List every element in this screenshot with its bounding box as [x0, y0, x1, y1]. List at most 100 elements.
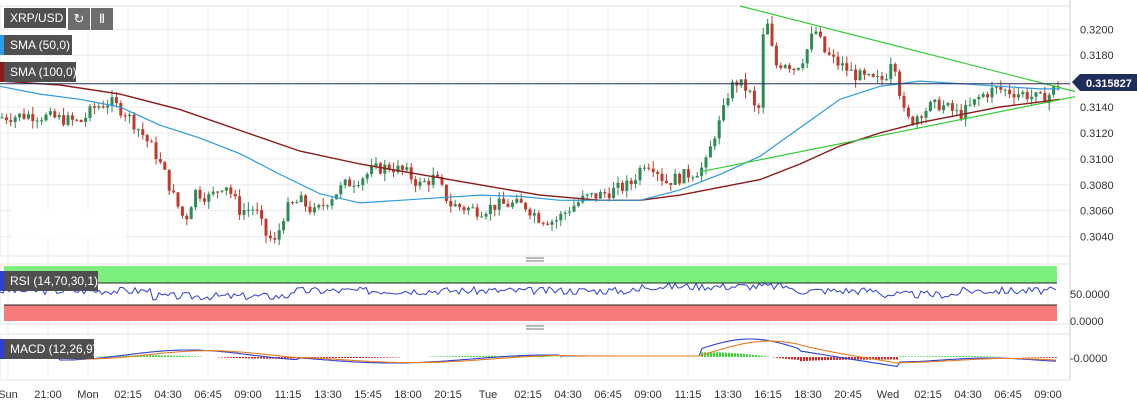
- candle-body: [180, 206, 184, 216]
- macd-hist-bar: [983, 356, 985, 357]
- macd-hist-bar: [824, 357, 826, 361]
- macd-hist-bar: [929, 356, 931, 357]
- macd-hist-bar: [374, 357, 376, 358]
- candle-body: [128, 114, 132, 117]
- candle-body: [827, 52, 831, 55]
- macd-hist-bar: [152, 355, 154, 357]
- sma100-label-text: SMA (100,0): [10, 65, 77, 79]
- macd-hist-bar: [263, 357, 265, 359]
- macd-hist-bar: [896, 357, 898, 360]
- candle-body: [990, 87, 994, 98]
- candle-body: [968, 104, 972, 106]
- candle-body: [792, 68, 796, 70]
- rsi-label[interactable]: RSI (14,70,30,1): [0, 271, 98, 291]
- macd-label[interactable]: MACD (12,26,9): [0, 339, 97, 359]
- candle-body: [53, 111, 57, 118]
- sma100-label[interactable]: SMA (100,0): [0, 62, 77, 82]
- macd-hist-bar: [812, 357, 814, 361]
- macd-hist-bar: [836, 357, 838, 360]
- macd-hist-bar: [938, 356, 940, 357]
- rsi-line: [0, 281, 1057, 301]
- macd-hist-bar: [932, 356, 934, 357]
- macd-hist-bar: [965, 356, 967, 357]
- candle-body: [559, 213, 563, 221]
- macd-hist-bar: [908, 356, 910, 357]
- candle-body: [198, 189, 202, 199]
- candle-body: [458, 204, 462, 208]
- candle-body: [616, 182, 620, 188]
- candle-body: [761, 34, 765, 108]
- candle-body: [849, 69, 853, 71]
- candle-body: [290, 202, 294, 204]
- candle-body: [1052, 86, 1056, 95]
- macd-hist-bar: [479, 355, 481, 357]
- candle-body: [114, 97, 118, 104]
- macd-hist-bar: [173, 355, 175, 357]
- candle-body: [330, 199, 334, 206]
- candle-body: [466, 207, 470, 211]
- candle-body: [915, 116, 919, 125]
- time-tick-24: 04:30: [954, 389, 982, 401]
- candle-body: [515, 198, 519, 203]
- bar-chart-icon[interactable]: Ⅱ: [91, 8, 113, 30]
- sma50-label[interactable]: SMA (50,0): [0, 35, 72, 55]
- macd-hist-bar: [353, 357, 355, 358]
- macd-hist-bar: [290, 357, 292, 359]
- candle-body: [1012, 94, 1016, 98]
- pane-resize-handle-2[interactable]: [526, 325, 544, 330]
- macd-hist-bar: [788, 357, 790, 360]
- macd-hist-bar: [815, 357, 817, 361]
- macd-hist-bar: [449, 356, 451, 357]
- macd-hist-bar: [284, 357, 286, 359]
- refresh-icon[interactable]: ↻: [68, 8, 90, 30]
- trendline-1[interactable]: [699, 96, 1076, 173]
- macd-hist-bar: [710, 352, 712, 357]
- candle-body: [1008, 89, 1012, 95]
- candle-body: [75, 119, 79, 121]
- candle-body: [766, 23, 770, 35]
- price-tick-3: 0.3100: [1080, 154, 1114, 166]
- candle-body: [638, 168, 642, 181]
- macd-hist-bar: [953, 356, 955, 357]
- rsi-axis-0: 0.0000: [1070, 316, 1104, 328]
- price-tick-8: 0.3200: [1080, 24, 1114, 36]
- macd-hist-bar: [335, 357, 337, 358]
- macd-hist-bar: [776, 357, 778, 358]
- macd-hist-bar: [179, 355, 181, 357]
- candle-body: [44, 114, 48, 121]
- candle-body: [1030, 96, 1034, 100]
- time-tick-18: 13:30: [714, 389, 742, 401]
- pane-resize-handle-1[interactable]: [526, 257, 544, 262]
- candle-body: [268, 235, 272, 239]
- macd-hist-bar: [320, 357, 322, 358]
- trendline-0[interactable]: [739, 5, 1076, 93]
- candle-body: [110, 97, 114, 106]
- candle-body: [422, 181, 426, 183]
- macd-hist-bar: [125, 355, 127, 357]
- macd-hist-bar: [947, 356, 949, 357]
- candle-body: [502, 198, 506, 204]
- symbol-label[interactable]: XRP/USD: [4, 8, 66, 28]
- candle-body: [158, 159, 162, 163]
- macd-hist-bar: [359, 357, 361, 358]
- macd-hist-bar: [809, 357, 811, 361]
- price-tick-7: 0.3180: [1080, 50, 1114, 62]
- macd-hist-bar: [725, 352, 727, 357]
- macd-hist-bar: [884, 357, 886, 360]
- price-tick-2: 0.3080: [1080, 180, 1114, 192]
- candle-body: [365, 174, 369, 179]
- candle-body: [695, 175, 699, 178]
- macd-hist-bar: [230, 357, 232, 358]
- candle-body: [757, 105, 761, 108]
- candle-body: [224, 187, 228, 191]
- rsi-axis-50: 50.0000: [1070, 289, 1110, 301]
- candle-body: [286, 202, 290, 222]
- macd-hist-bar: [962, 356, 964, 357]
- candle-body: [66, 115, 70, 125]
- macd-hist-bar: [986, 356, 988, 357]
- macd-hist-bar: [467, 356, 469, 357]
- macd-hist-bar: [722, 352, 724, 357]
- macd-hist-bar: [101, 356, 103, 357]
